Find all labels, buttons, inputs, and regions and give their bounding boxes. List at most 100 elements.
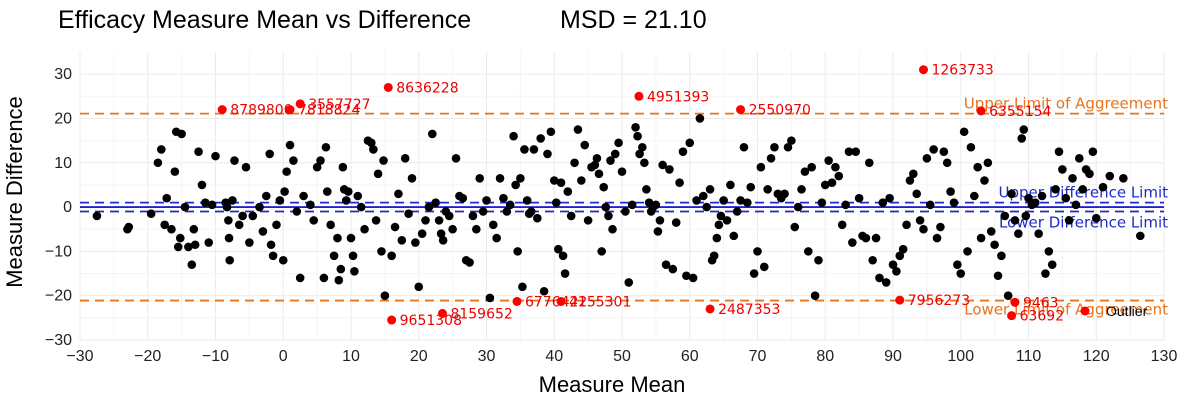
data-point [640, 158, 649, 168]
data-point [197, 180, 207, 190]
data-point [956, 269, 966, 278]
data-point [881, 278, 891, 287]
data-point [360, 224, 369, 234]
data-point [488, 220, 498, 230]
data-point [1119, 173, 1128, 183]
outlier-point [634, 91, 644, 101]
data-point [851, 147, 861, 156]
data-point [939, 147, 949, 156]
outlier-label: 8636228 [396, 80, 458, 96]
data-point [526, 207, 536, 216]
data-point [414, 282, 424, 292]
data-point [377, 247, 386, 256]
data-point [1047, 260, 1057, 269]
legend-outlier-label: Outlier [1106, 303, 1148, 319]
data-point [407, 173, 417, 183]
data-point [1051, 185, 1060, 194]
data-point [692, 196, 701, 205]
data-point [675, 178, 684, 188]
data-point [1054, 147, 1064, 156]
data-point [551, 198, 561, 207]
data-point [348, 251, 358, 261]
data-point [505, 200, 515, 210]
data-point [810, 291, 820, 300]
data-point [560, 269, 570, 278]
data-point [280, 187, 289, 196]
outlier-point [512, 296, 522, 306]
outlier-label: 2550970 [749, 103, 811, 119]
data-point [597, 247, 606, 256]
data-point [895, 251, 905, 261]
data-point [1061, 193, 1071, 203]
y-tick-label: 30 [54, 66, 72, 83]
x-tick-label: 80 [816, 348, 834, 365]
outlier-point [736, 105, 746, 115]
x-tick-label: −30 [66, 348, 93, 365]
outlier-point [217, 105, 227, 115]
data-point [241, 162, 251, 172]
data-point [465, 258, 474, 267]
data-point [343, 187, 353, 196]
data-point [633, 131, 642, 141]
data-point [827, 178, 837, 188]
data-point [397, 236, 407, 245]
data-point [1024, 193, 1033, 203]
data-point [915, 216, 925, 225]
data-point [599, 182, 609, 192]
y-tick-label: −10 [45, 243, 72, 260]
data-point [160, 220, 169, 230]
outlier-label: 4155301 [569, 294, 631, 310]
data-point [326, 220, 335, 230]
outlier-label: 2487353 [718, 302, 780, 318]
data-point [766, 154, 776, 163]
data-point [306, 200, 315, 210]
data-point [997, 251, 1006, 261]
outlier-label: 6355154 [989, 104, 1051, 120]
data-point [617, 167, 627, 176]
data-point [356, 202, 366, 212]
data-point [201, 198, 210, 207]
data-point [1068, 173, 1077, 183]
data-point [705, 185, 715, 194]
outlier-label: 1263733 [931, 63, 993, 79]
y-tick-label: −20 [45, 288, 72, 305]
data-point [973, 162, 982, 172]
data-point [238, 211, 247, 221]
data-point [820, 180, 830, 190]
data-point [187, 260, 197, 269]
data-point [797, 185, 806, 194]
data-point [272, 220, 281, 230]
data-point [173, 242, 183, 252]
outlier-label: 8789800 [230, 103, 292, 119]
reference-line-label: Upper Limit of Aggreement [964, 95, 1168, 113]
data-point [162, 193, 172, 203]
data-point [444, 211, 454, 221]
data-point [436, 229, 446, 238]
data-point [539, 286, 549, 296]
data-point [864, 158, 874, 168]
data-point [520, 145, 529, 154]
data-point [685, 138, 695, 148]
data-point [289, 156, 298, 165]
data-point [980, 176, 989, 185]
data-point [837, 220, 847, 230]
data-point [702, 202, 711, 212]
data-point [511, 180, 520, 190]
data-point [434, 216, 444, 225]
data-point [878, 198, 888, 207]
data-point [959, 127, 969, 137]
legend: Outlier [1080, 303, 1148, 319]
outlier-label: 9651308 [400, 313, 462, 329]
data-point [854, 193, 864, 203]
data-point [180, 202, 190, 212]
data-point [316, 156, 325, 165]
data-point [759, 262, 769, 272]
data-point [719, 196, 728, 205]
chart-title: Efficacy Measure Mean vs Difference [58, 6, 471, 34]
data-point [509, 131, 518, 141]
data-point [990, 240, 999, 250]
data-point [892, 267, 901, 276]
data-point [255, 202, 264, 212]
outlier-point [895, 295, 905, 305]
